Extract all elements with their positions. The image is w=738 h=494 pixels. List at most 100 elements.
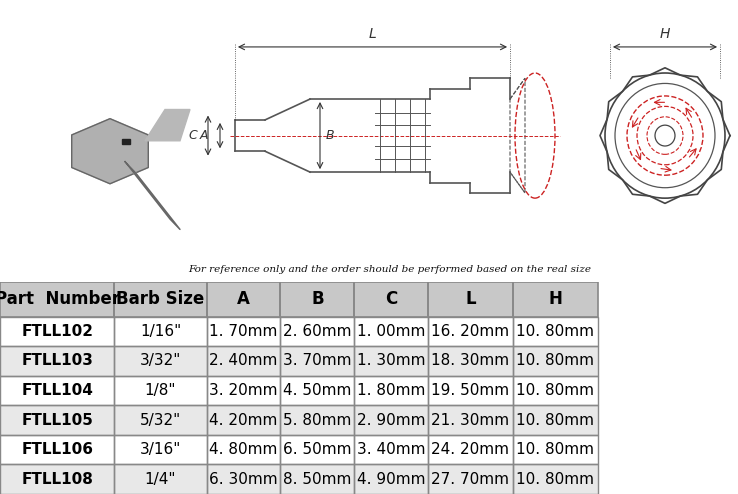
Bar <box>428 346 513 376</box>
Bar <box>207 435 280 464</box>
Text: 4. 50mm: 4. 50mm <box>283 383 351 398</box>
Bar <box>280 435 354 464</box>
Text: 3. 70mm: 3. 70mm <box>283 354 351 369</box>
Bar <box>114 282 207 317</box>
Bar <box>513 282 598 317</box>
Text: FTLL104: FTLL104 <box>21 383 93 398</box>
Bar <box>280 282 354 317</box>
Text: 10. 80mm: 10. 80mm <box>517 324 594 339</box>
Bar <box>280 317 354 346</box>
Text: 10. 80mm: 10. 80mm <box>517 412 594 428</box>
Bar <box>354 376 428 405</box>
Text: FTLL103: FTLL103 <box>21 354 93 369</box>
Bar <box>354 282 428 317</box>
Text: B: B <box>311 290 324 308</box>
Text: 4. 80mm: 4. 80mm <box>210 442 277 457</box>
Bar <box>0 376 114 405</box>
Text: 8. 50mm: 8. 50mm <box>283 472 351 487</box>
Text: 3/16": 3/16" <box>139 442 182 457</box>
Bar <box>207 376 280 405</box>
Bar <box>428 282 513 317</box>
Bar <box>513 435 598 464</box>
Text: L: L <box>465 290 476 308</box>
Text: B: B <box>326 129 334 142</box>
Bar <box>280 376 354 405</box>
Bar <box>280 464 354 494</box>
Bar <box>513 405 598 435</box>
Bar <box>207 346 280 376</box>
Bar <box>0 346 114 376</box>
Bar <box>0 405 114 435</box>
Text: 24. 20mm: 24. 20mm <box>432 442 509 457</box>
Bar <box>354 282 428 317</box>
Text: 5/32": 5/32" <box>140 412 181 428</box>
Bar <box>280 346 354 376</box>
Bar <box>114 435 207 464</box>
Bar <box>207 464 280 494</box>
Bar <box>0 317 114 346</box>
Bar <box>0 464 114 494</box>
Bar <box>207 317 280 346</box>
Text: 2. 90mm: 2. 90mm <box>357 412 425 428</box>
Text: 1. 30mm: 1. 30mm <box>357 354 425 369</box>
Bar <box>0 376 114 405</box>
Bar <box>513 317 598 346</box>
Text: 19. 50mm: 19. 50mm <box>432 383 509 398</box>
Bar <box>354 346 428 376</box>
Text: C: C <box>188 129 197 142</box>
Bar <box>114 317 207 346</box>
Bar <box>0 282 114 317</box>
Bar <box>0 435 114 464</box>
Bar <box>280 405 354 435</box>
Text: 1/16": 1/16" <box>140 324 181 339</box>
Text: 10. 80mm: 10. 80mm <box>517 354 594 369</box>
Bar <box>122 139 130 144</box>
Text: A: A <box>237 290 250 308</box>
Bar <box>114 346 207 376</box>
Bar <box>354 464 428 494</box>
Text: 1. 80mm: 1. 80mm <box>357 383 425 398</box>
Bar <box>114 282 207 317</box>
Bar <box>0 346 114 376</box>
Bar <box>513 282 598 317</box>
Bar <box>114 405 207 435</box>
Text: 27. 70mm: 27. 70mm <box>432 472 509 487</box>
Bar <box>114 464 207 494</box>
Bar <box>428 317 513 346</box>
Bar <box>513 376 598 405</box>
Text: 3. 20mm: 3. 20mm <box>210 383 277 398</box>
Text: Barb Size: Barb Size <box>117 290 204 308</box>
Bar <box>428 317 513 346</box>
Bar <box>0 464 114 494</box>
Text: 5. 80mm: 5. 80mm <box>283 412 351 428</box>
Text: Part  Number: Part Number <box>0 290 120 308</box>
Text: 1/4": 1/4" <box>145 472 176 487</box>
Text: 10. 80mm: 10. 80mm <box>517 442 594 457</box>
Bar <box>207 405 280 435</box>
Bar <box>280 435 354 464</box>
Bar <box>513 464 598 494</box>
Bar <box>114 317 207 346</box>
Bar <box>428 464 513 494</box>
Text: 18. 30mm: 18. 30mm <box>432 354 509 369</box>
Text: 3. 40mm: 3. 40mm <box>357 442 425 457</box>
Bar <box>114 464 207 494</box>
Bar <box>354 435 428 464</box>
Text: C: C <box>385 290 397 308</box>
Text: 1. 00mm: 1. 00mm <box>357 324 425 339</box>
Bar <box>354 346 428 376</box>
Bar <box>280 282 354 317</box>
Text: FTLL102: FTLL102 <box>21 324 93 339</box>
Text: 1. 70mm: 1. 70mm <box>210 324 277 339</box>
Text: For reference only and the order should be performed based on the real size: For reference only and the order should … <box>188 265 591 274</box>
Text: 10. 80mm: 10. 80mm <box>517 383 594 398</box>
Bar <box>428 435 513 464</box>
Bar <box>114 405 207 435</box>
Bar <box>354 317 428 346</box>
Text: A: A <box>200 129 209 142</box>
Bar <box>207 464 280 494</box>
Bar <box>513 317 598 346</box>
Text: 4. 20mm: 4. 20mm <box>210 412 277 428</box>
Text: 3/32": 3/32" <box>139 354 182 369</box>
Bar <box>0 282 114 317</box>
